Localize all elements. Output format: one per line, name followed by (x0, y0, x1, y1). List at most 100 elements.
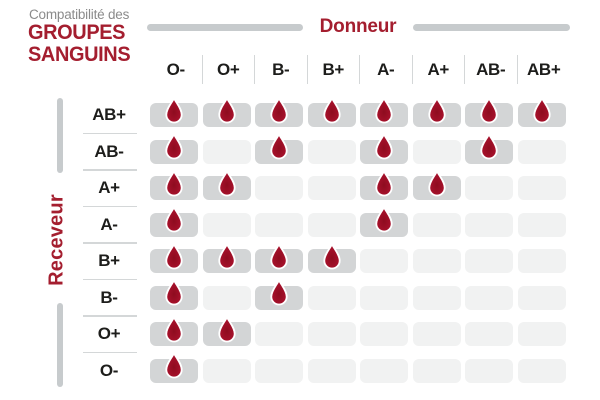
blood-drop-icon (322, 96, 341, 123)
cell-AB+-from-B+-compatible (307, 96, 356, 127)
chart-title: GROUPES SANGUINS (28, 21, 131, 66)
cell-AB+-from-A--compatible (360, 96, 408, 127)
cell-B--from-O+-incompatible (202, 285, 251, 310)
cell-AB--from-O--compatible (150, 133, 198, 164)
cell-A--from-B+-incompatible (307, 212, 356, 237)
receiver-header-B+: B+ (98, 251, 120, 270)
donor-header-O-: O- (150, 55, 203, 84)
blood-drop-icon (217, 315, 236, 342)
blood-drop-icon (217, 242, 236, 269)
cell-O+-from-AB+-incompatible (517, 322, 566, 346)
cell-O--from-B+-incompatible (307, 358, 356, 383)
cell-AB+-from-AB--compatible (465, 96, 513, 127)
row-separator (83, 205, 137, 207)
blood-drop-icon (375, 96, 393, 123)
receiver-header-O+: O+ (97, 324, 121, 343)
row-separator (83, 315, 137, 317)
blood-drop-icon (165, 206, 183, 233)
blood-drop-icon (532, 96, 551, 123)
chart-title-line2: SANGUINS (28, 43, 131, 66)
cell-AB+-from-B--compatible (255, 96, 303, 127)
donor-header-B-: B- (255, 55, 308, 84)
blood-drop-icon (375, 133, 393, 160)
cell-A--from-AB--incompatible (465, 212, 513, 237)
row-separator (83, 351, 137, 353)
cell-A+-from-B--incompatible (255, 176, 303, 200)
cell-B+-from-AB+-incompatible (517, 249, 566, 273)
cell-AB--from-O+-incompatible (202, 139, 251, 164)
chart-title-line1: GROUPES (28, 21, 126, 44)
receiver-header-B-: B- (100, 287, 118, 307)
cell-A+-from-O+-compatible (202, 169, 251, 200)
cell-O+-from-A--incompatible (360, 322, 408, 346)
compatibility-grid (150, 96, 566, 383)
cell-A+-from-B+-incompatible (307, 176, 356, 200)
cell-AB--from-AB+-incompatible (517, 139, 566, 164)
cell-O+-from-AB--incompatible (465, 322, 513, 346)
row-separator (83, 169, 137, 171)
cell-O+-from-B+-incompatible (307, 322, 356, 346)
cell-A--from-O--compatible (150, 206, 198, 237)
donor-header-A+: A+ (413, 55, 465, 84)
row-separator (83, 278, 137, 280)
cell-B--from-AB--incompatible (465, 285, 513, 310)
chart-subtitle: Compatibilité des (29, 7, 130, 22)
cell-A--from-B--incompatible (255, 212, 303, 237)
cell-O--from-A+-incompatible (412, 358, 461, 383)
cell-O+-from-B--incompatible (255, 322, 303, 346)
blood-drop-icon (375, 169, 393, 196)
donor-axis-bar-right (413, 24, 570, 31)
cell-B--from-O--compatible (150, 279, 198, 310)
blood-drop-icon (270, 96, 288, 123)
blood-drop-icon (322, 242, 341, 269)
cell-O--from-AB--incompatible (465, 358, 513, 383)
cell-O--from-B--incompatible (255, 358, 303, 383)
receiver-axis-bar-bottom (57, 303, 63, 387)
cell-A+-from-AB--incompatible (465, 176, 513, 200)
donor-header-AB-: AB- (465, 55, 518, 84)
cell-O--from-O--compatible (150, 352, 198, 383)
cell-B+-from-O--compatible (150, 242, 198, 273)
donor-axis-label: Donneur (319, 16, 397, 37)
blood-drop-icon (375, 206, 393, 233)
blood-drop-icon (165, 133, 183, 160)
cell-B+-from-A--incompatible (360, 249, 408, 273)
donor-header-B+: B+ (308, 55, 360, 84)
blood-drop-icon (270, 279, 288, 306)
cell-O--from-A--incompatible (360, 358, 408, 383)
receiver-axis-label: Receveur (45, 194, 68, 286)
blood-drop-icon (480, 96, 498, 123)
row-separator (83, 242, 137, 244)
cell-B+-from-B+-compatible (307, 242, 356, 273)
blood-drop-icon (165, 279, 183, 306)
cell-B--from-B+-incompatible (307, 285, 356, 310)
receiver-axis-bar-top (57, 98, 63, 173)
blood-drop-icon (165, 315, 183, 342)
cell-AB--from-A--compatible (360, 133, 408, 164)
cell-B--from-A--incompatible (360, 285, 408, 310)
cell-A+-from-O--compatible (150, 169, 198, 200)
cell-AB+-from-O+-compatible (202, 96, 251, 127)
cell-B+-from-A+-incompatible (412, 249, 461, 273)
cell-O--from-AB+-incompatible (517, 358, 566, 383)
cell-B--from-AB+-incompatible (517, 285, 566, 310)
cell-B+-from-AB--incompatible (465, 249, 513, 273)
cell-A+-from-A+-compatible (412, 169, 461, 200)
cell-A+-from-AB+-incompatible (517, 176, 566, 200)
cell-O+-from-O+-compatible (202, 315, 251, 346)
cell-A--from-O+-incompatible (202, 212, 251, 237)
cell-B--from-B--compatible (255, 279, 303, 310)
receiver-header-A+: A+ (98, 178, 120, 197)
blood-drop-icon (270, 133, 288, 160)
cell-O+-from-O--compatible (150, 315, 198, 346)
blood-drop-icon (270, 242, 288, 269)
cell-B+-from-B--compatible (255, 242, 303, 273)
cell-AB--from-B+-incompatible (307, 139, 356, 164)
blood-drop-icon (427, 96, 446, 123)
donor-header-AB+: AB+ (526, 60, 561, 79)
blood-drop-icon (165, 96, 183, 123)
cell-A+-from-A--compatible (360, 169, 408, 200)
donor-column-headers: O- O+ B- B+ A- A+ AB- AB+ (150, 55, 570, 84)
blood-drop-icon (427, 169, 446, 196)
cell-AB--from-B--compatible (255, 133, 303, 164)
